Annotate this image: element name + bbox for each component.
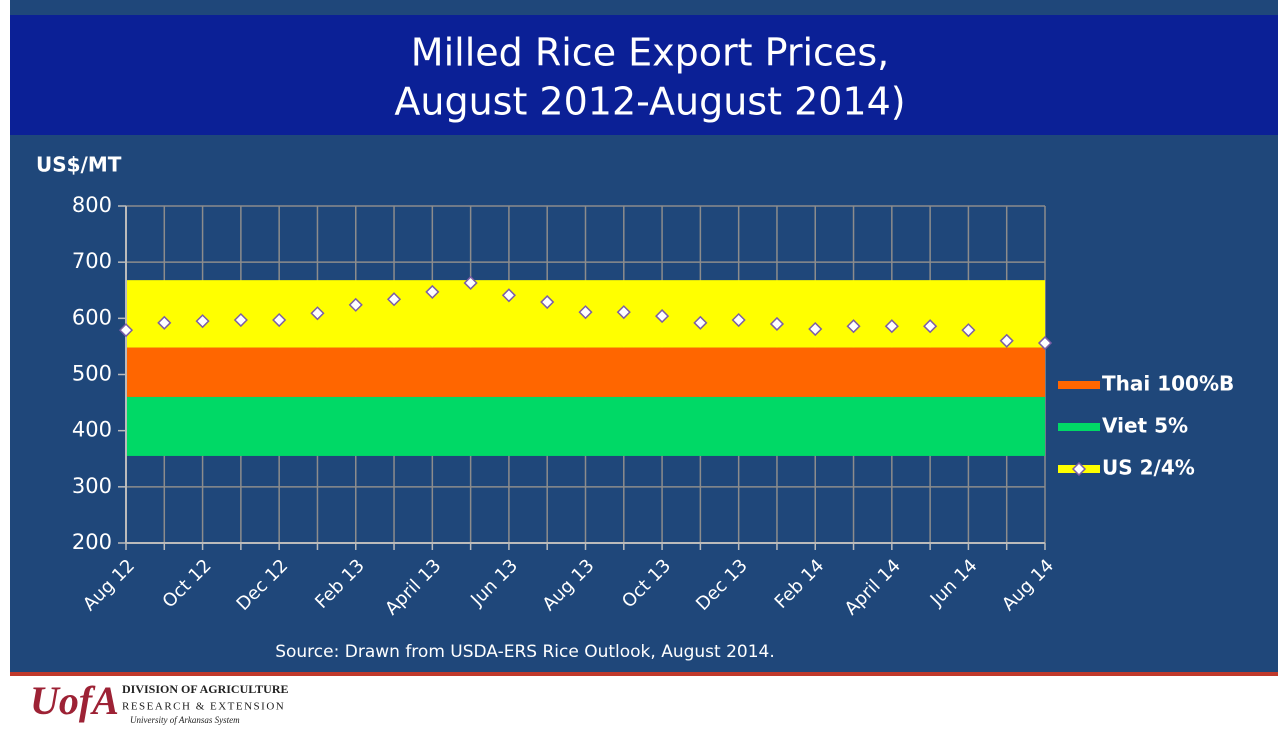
legend-swatch	[1058, 423, 1100, 431]
legend-label: US 2/4%	[1102, 456, 1195, 480]
marker	[616, 305, 631, 320]
marker	[348, 297, 363, 312]
title: Milled Rice Export Prices,	[411, 31, 889, 75]
y-tick-label: 600	[72, 305, 112, 329]
marker	[540, 294, 555, 310]
y-tick-label: 800	[72, 193, 112, 217]
logo: UofA	[30, 678, 119, 723]
marker	[731, 312, 746, 328]
marker	[157, 315, 172, 330]
y-tick-label: 700	[72, 249, 112, 273]
marker	[386, 292, 402, 307]
band	[126, 396, 1045, 456]
y-label: US$/MT	[36, 153, 122, 177]
y-tick-label: 200	[72, 530, 112, 554]
marker	[999, 333, 1014, 348]
legend-swatch	[1058, 381, 1100, 389]
y-tick-label: 300	[72, 474, 112, 498]
y-tick-label: 400	[72, 418, 112, 442]
legend-label: Viet 5%	[1102, 414, 1188, 438]
marker	[463, 275, 478, 291]
marker	[961, 323, 976, 338]
source: Source: Drawn from USDA-ERS Rice Outlook…	[275, 642, 775, 662]
marker	[118, 323, 134, 338]
marker	[501, 288, 516, 303]
marker	[846, 319, 861, 334]
band	[126, 347, 1045, 397]
title-bar	[10, 15, 1278, 135]
marker	[884, 319, 899, 334]
marker	[425, 284, 440, 299]
marker	[1037, 335, 1053, 351]
marker	[578, 305, 593, 320]
marker	[233, 312, 248, 328]
footer-rule	[10, 672, 1278, 676]
subtitle: August 2012-August 2014)	[394, 80, 905, 124]
marker	[195, 314, 210, 329]
marker	[769, 316, 785, 332]
footer-line1: DIVISION OF AGRICULTURE	[122, 682, 288, 696]
y-tick-label: 500	[72, 362, 112, 386]
marker	[655, 309, 670, 324]
legend-label: Thai 100%B	[1102, 372, 1234, 396]
footer-line3: University of Arkansas System	[130, 715, 240, 725]
marker	[693, 315, 708, 330]
marker	[310, 306, 325, 321]
marker	[272, 312, 287, 328]
marker	[923, 319, 938, 334]
legend-marker	[1071, 461, 1087, 477]
footer-line2: RESEARCH & EXTENSION	[122, 701, 285, 713]
marker	[808, 321, 823, 337]
